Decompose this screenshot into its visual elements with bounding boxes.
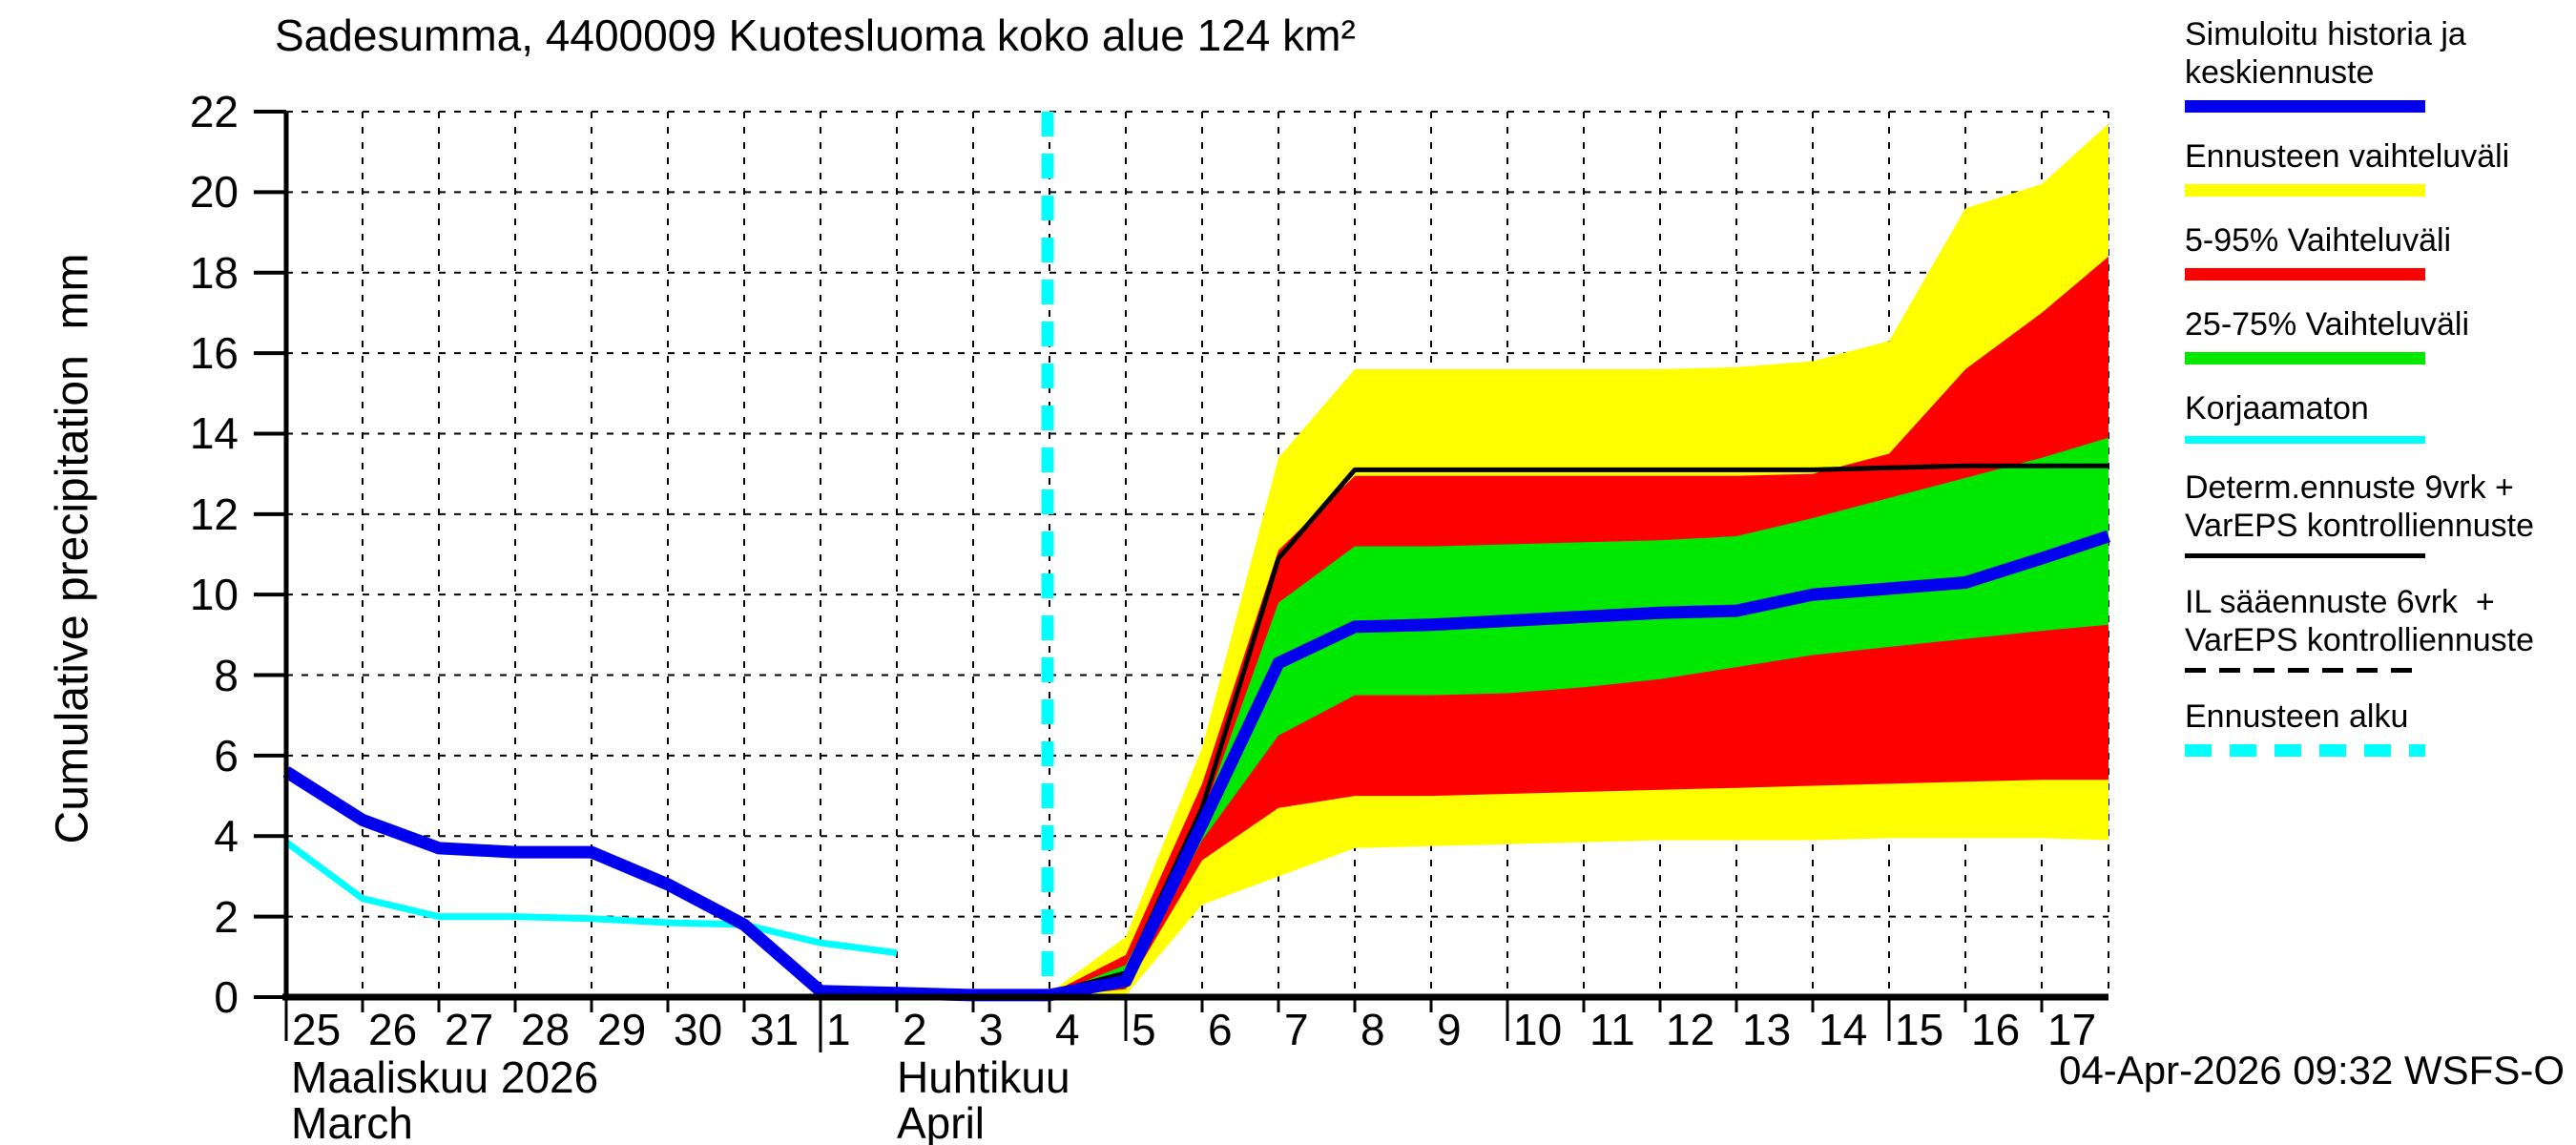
legend-item-label: Simuloitu historia ja [2185,16,2466,52]
y-tick-label: 10 [189,570,239,620]
x-tick-label: 10 [1513,1005,1563,1054]
legend-item-label: Determ.ennuste 9vrk + [2185,469,2514,506]
x-tick-label: 27 [445,1005,494,1054]
month-label-march-fi: Maaliskuu 2026 [291,1052,599,1102]
legend-item-label: VarEPS kontrolliennuste [2185,622,2535,658]
x-tick-label: 5 [1132,1005,1156,1054]
x-tick-label: 31 [750,1005,800,1054]
month-label-march-en: March [291,1098,413,1145]
y-tick-label: 22 [189,87,239,136]
history-mean-line [282,530,2111,1002]
y-tick-label: 12 [189,489,239,539]
yellow-band [2185,184,2425,197]
red-band [2185,268,2425,281]
timestamp: 04-Apr-2026 09:32 WSFS-O [2059,1048,2565,1093]
y-tick-label: 14 [189,408,239,459]
x-tick-label: 16 [1971,1005,2021,1054]
x-tick-label: 28 [521,1005,571,1054]
legend-item-label: Ennusteen alku [2185,698,2409,735]
legend-item-label: VarEPS kontrolliennuste [2185,508,2535,544]
band-25-75 [1049,437,2109,997]
legend-item: IL sääennuste 6vrk + VarEPS kontrolliennu… [2185,583,2574,673]
x-tick-label: 11 [1589,1005,1635,1054]
month-label-april-en: April [897,1098,986,1145]
y-tick-label: 18 [189,247,239,298]
y-tick-label: 8 [214,650,239,700]
legend-item-label: keskiennuste [2185,54,2375,91]
x-tick-label: 2 [903,1005,927,1054]
x-tick-label: 30 [674,1005,723,1054]
green-band [2185,352,2425,364]
legend-item-label: 25-75% Vaihteluväli [2185,306,2469,343]
x-tick-label: 15 [1895,1005,1944,1054]
y-tick-label: 16 [189,328,239,379]
legend-item-label: Ennusteen vaihteluväli [2185,138,2510,175]
y-tick-label: 20 [189,167,239,218]
legend-item: Determ.ennuste 9vrk + VarEPS kontrollienn… [2185,468,2574,558]
legend-item: Simuloitu historia ja keskiennuste [2185,15,2574,113]
y-tick-label: 6 [214,730,239,781]
y-tick-label: 0 [214,972,239,1022]
legend-item-label: 5-95% Vaihteluväli [2185,222,2452,259]
legend-item-label: Korjaamaton [2185,390,2369,427]
x-tick-label: 8 [1361,1005,1385,1054]
black-line [2185,553,2425,558]
x-tick-label: 6 [1208,1005,1233,1054]
x-tick-label: 7 [1284,1005,1309,1054]
x-tick-label: 17 [2047,1005,2097,1054]
x-tick-label: 1 [826,1005,851,1054]
chart-title: Sadesumma, 4400009 Kuotesluoma koko alue… [275,10,1356,60]
x-tick-label: 13 [1742,1005,1792,1054]
legend-item: 25-75% Vaihteluväli [2185,305,2574,364]
legend-item: Korjaamaton [2185,389,2574,444]
x-tick-label: 4 [1055,1005,1080,1054]
y-tick-label: 2 [214,891,239,942]
uncorrected-line [283,839,898,957]
x-tick-label: 9 [1437,1005,1462,1054]
y-tick-label: 4 [214,811,239,862]
x-tick-label: 29 [597,1005,647,1054]
legend-item-label: IL sääennuste 6vrk + [2185,584,2495,620]
blue-line [2185,100,2425,113]
legend-item: Ennusteen alku [2185,697,2574,757]
x-tick-label: 25 [292,1005,342,1054]
legend-item: Ennusteen vaihteluväli [2185,137,2574,197]
x-tick-label: 26 [368,1005,418,1054]
black-dashed-line [2185,668,2425,673]
x-tick-label: 12 [1666,1005,1715,1054]
x-tick-label: 3 [979,1005,1004,1054]
legend: Simuloitu historia ja keskiennuste Ennuste… [2185,15,2574,781]
cyan-dashed-line [2185,744,2425,757]
month-label-april-fi: Huhtikuu [897,1052,1070,1102]
x-tick-label: 14 [1818,1005,1868,1054]
cyan-line [2185,436,2425,444]
deterministic-line [1049,463,2109,996]
legend-item: 5-95% Vaihteluväli [2185,221,2574,281]
